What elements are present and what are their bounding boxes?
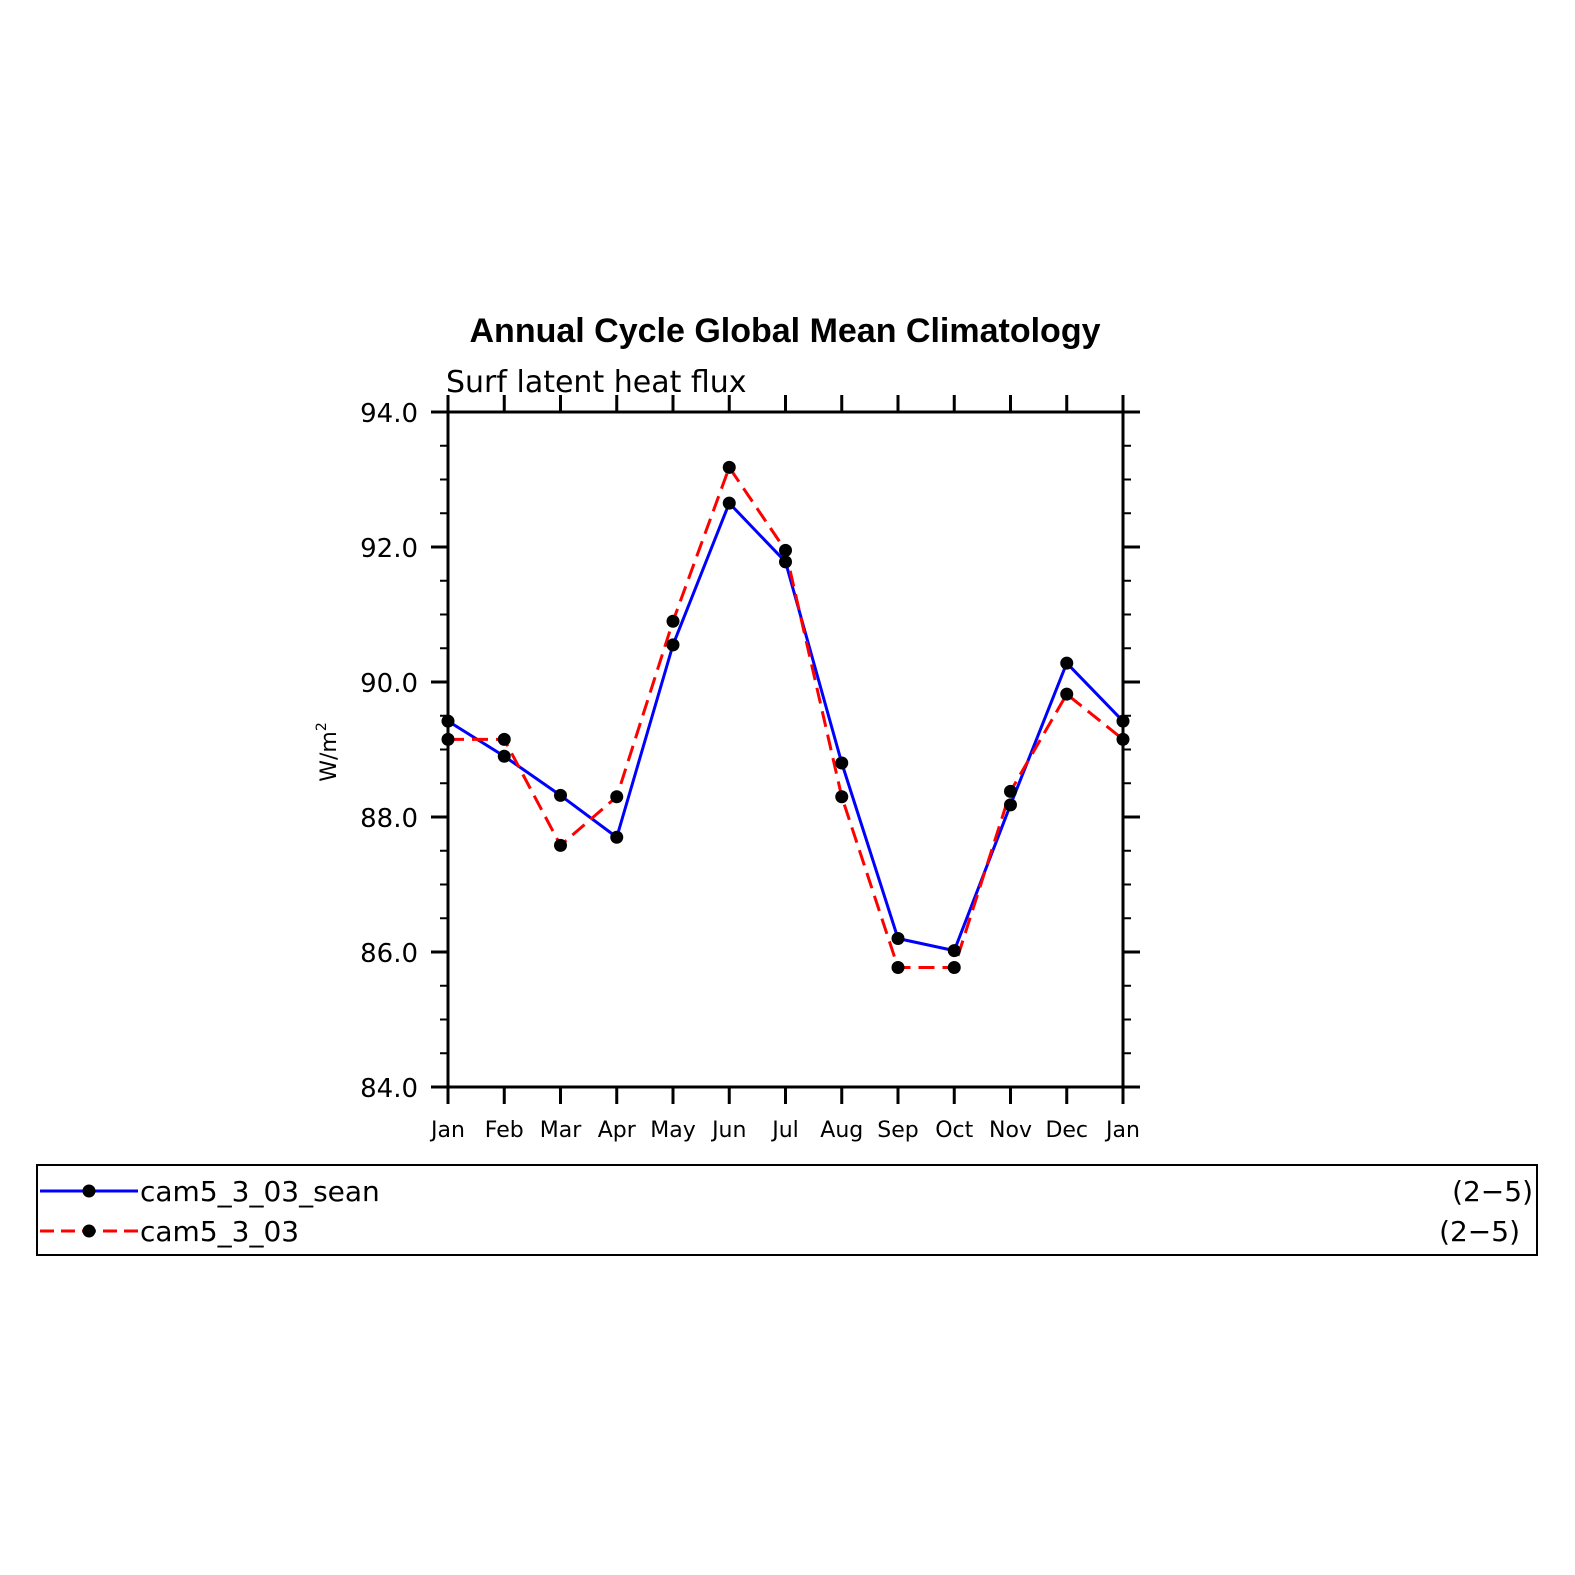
series-markers xyxy=(441,460,1130,975)
y-tick-label: 90.0 xyxy=(360,669,418,699)
x-tick-label: Apr xyxy=(598,1118,637,1143)
data-point xyxy=(666,638,680,652)
data-point xyxy=(722,460,736,474)
plot-frame xyxy=(446,410,1125,1089)
data-point xyxy=(1116,714,1130,728)
data-point xyxy=(891,932,905,945)
x-tick-label: May xyxy=(650,1118,695,1143)
y-axis-label-superscript: 2 xyxy=(314,722,330,731)
data-point xyxy=(1004,784,1017,798)
data-point xyxy=(610,790,624,804)
data-point xyxy=(947,961,961,975)
y-tick-label: 88.0 xyxy=(360,804,418,834)
y-tick-label: 92.0 xyxy=(360,534,418,564)
x-tick-label: Mar xyxy=(540,1118,582,1143)
y-tick-label: 86.0 xyxy=(360,939,418,969)
data-point xyxy=(497,732,511,746)
x-tick-label: Dec xyxy=(1045,1118,1088,1143)
data-point xyxy=(835,756,849,770)
y-axis-label: W/m2 xyxy=(314,722,342,782)
legend-label: cam5_3_03_sean xyxy=(140,1175,380,1208)
data-point xyxy=(554,838,567,852)
chart-subtitle: Surf latent heat flux xyxy=(446,365,747,400)
x-tick-label: Nov xyxy=(989,1118,1032,1143)
series-line-cam5_3_03_sean xyxy=(447,501,1125,953)
data-point xyxy=(947,944,961,958)
data-point xyxy=(779,555,792,569)
x-tick-label: Jun xyxy=(710,1118,746,1143)
data-point xyxy=(441,732,455,746)
x-tick-label: Sep xyxy=(877,1118,918,1143)
legend-label: cam5_3_03 xyxy=(140,1215,299,1248)
y-tick-label: 84.0 xyxy=(360,1074,418,1104)
y-axis-label-text: W/m xyxy=(317,731,342,782)
data-point xyxy=(1004,798,1017,812)
x-tick-label: Jan xyxy=(429,1118,465,1143)
data-point xyxy=(1116,732,1130,746)
data-point xyxy=(666,614,680,628)
chart-title: Annual Cycle Global Mean Climatology xyxy=(470,312,1101,350)
x-tick-label: Feb xyxy=(485,1118,524,1143)
legend-box xyxy=(36,1164,1538,1256)
x-tick-label: Jan xyxy=(1104,1118,1140,1143)
x-tick-label: Oct xyxy=(935,1118,973,1143)
legend: cam5_3_03_sean (2−5) cam5_3_03 (2−5) xyxy=(36,1164,1538,1256)
data-point xyxy=(891,961,905,975)
data-point xyxy=(610,830,624,844)
x-tick-label: Aug xyxy=(820,1118,863,1143)
axes: 84.0 86.0 88.0 90.0 92.0 94.0 Jan Feb Mar Apr May J… xyxy=(360,395,1140,1143)
y-tick-label: 94.0 xyxy=(360,399,418,429)
legend-marker xyxy=(82,1224,96,1238)
x-tick-label: Jul xyxy=(770,1118,799,1143)
series-line-cam5_3_03 xyxy=(448,465,1124,970)
data-point xyxy=(441,714,455,728)
legend-marker xyxy=(82,1184,96,1198)
data-point xyxy=(835,790,849,804)
data-point xyxy=(722,496,736,510)
data-point xyxy=(1060,687,1074,701)
svg-text:W/m2: W/m2 xyxy=(314,722,342,782)
series-lines xyxy=(447,465,1125,970)
legend-range: (2−5) xyxy=(1452,1175,1533,1208)
data-point xyxy=(554,788,567,802)
legend-range: (2−5) xyxy=(1439,1215,1520,1248)
data-point xyxy=(1060,656,1074,670)
data-point xyxy=(779,543,792,557)
data-point xyxy=(497,749,511,763)
